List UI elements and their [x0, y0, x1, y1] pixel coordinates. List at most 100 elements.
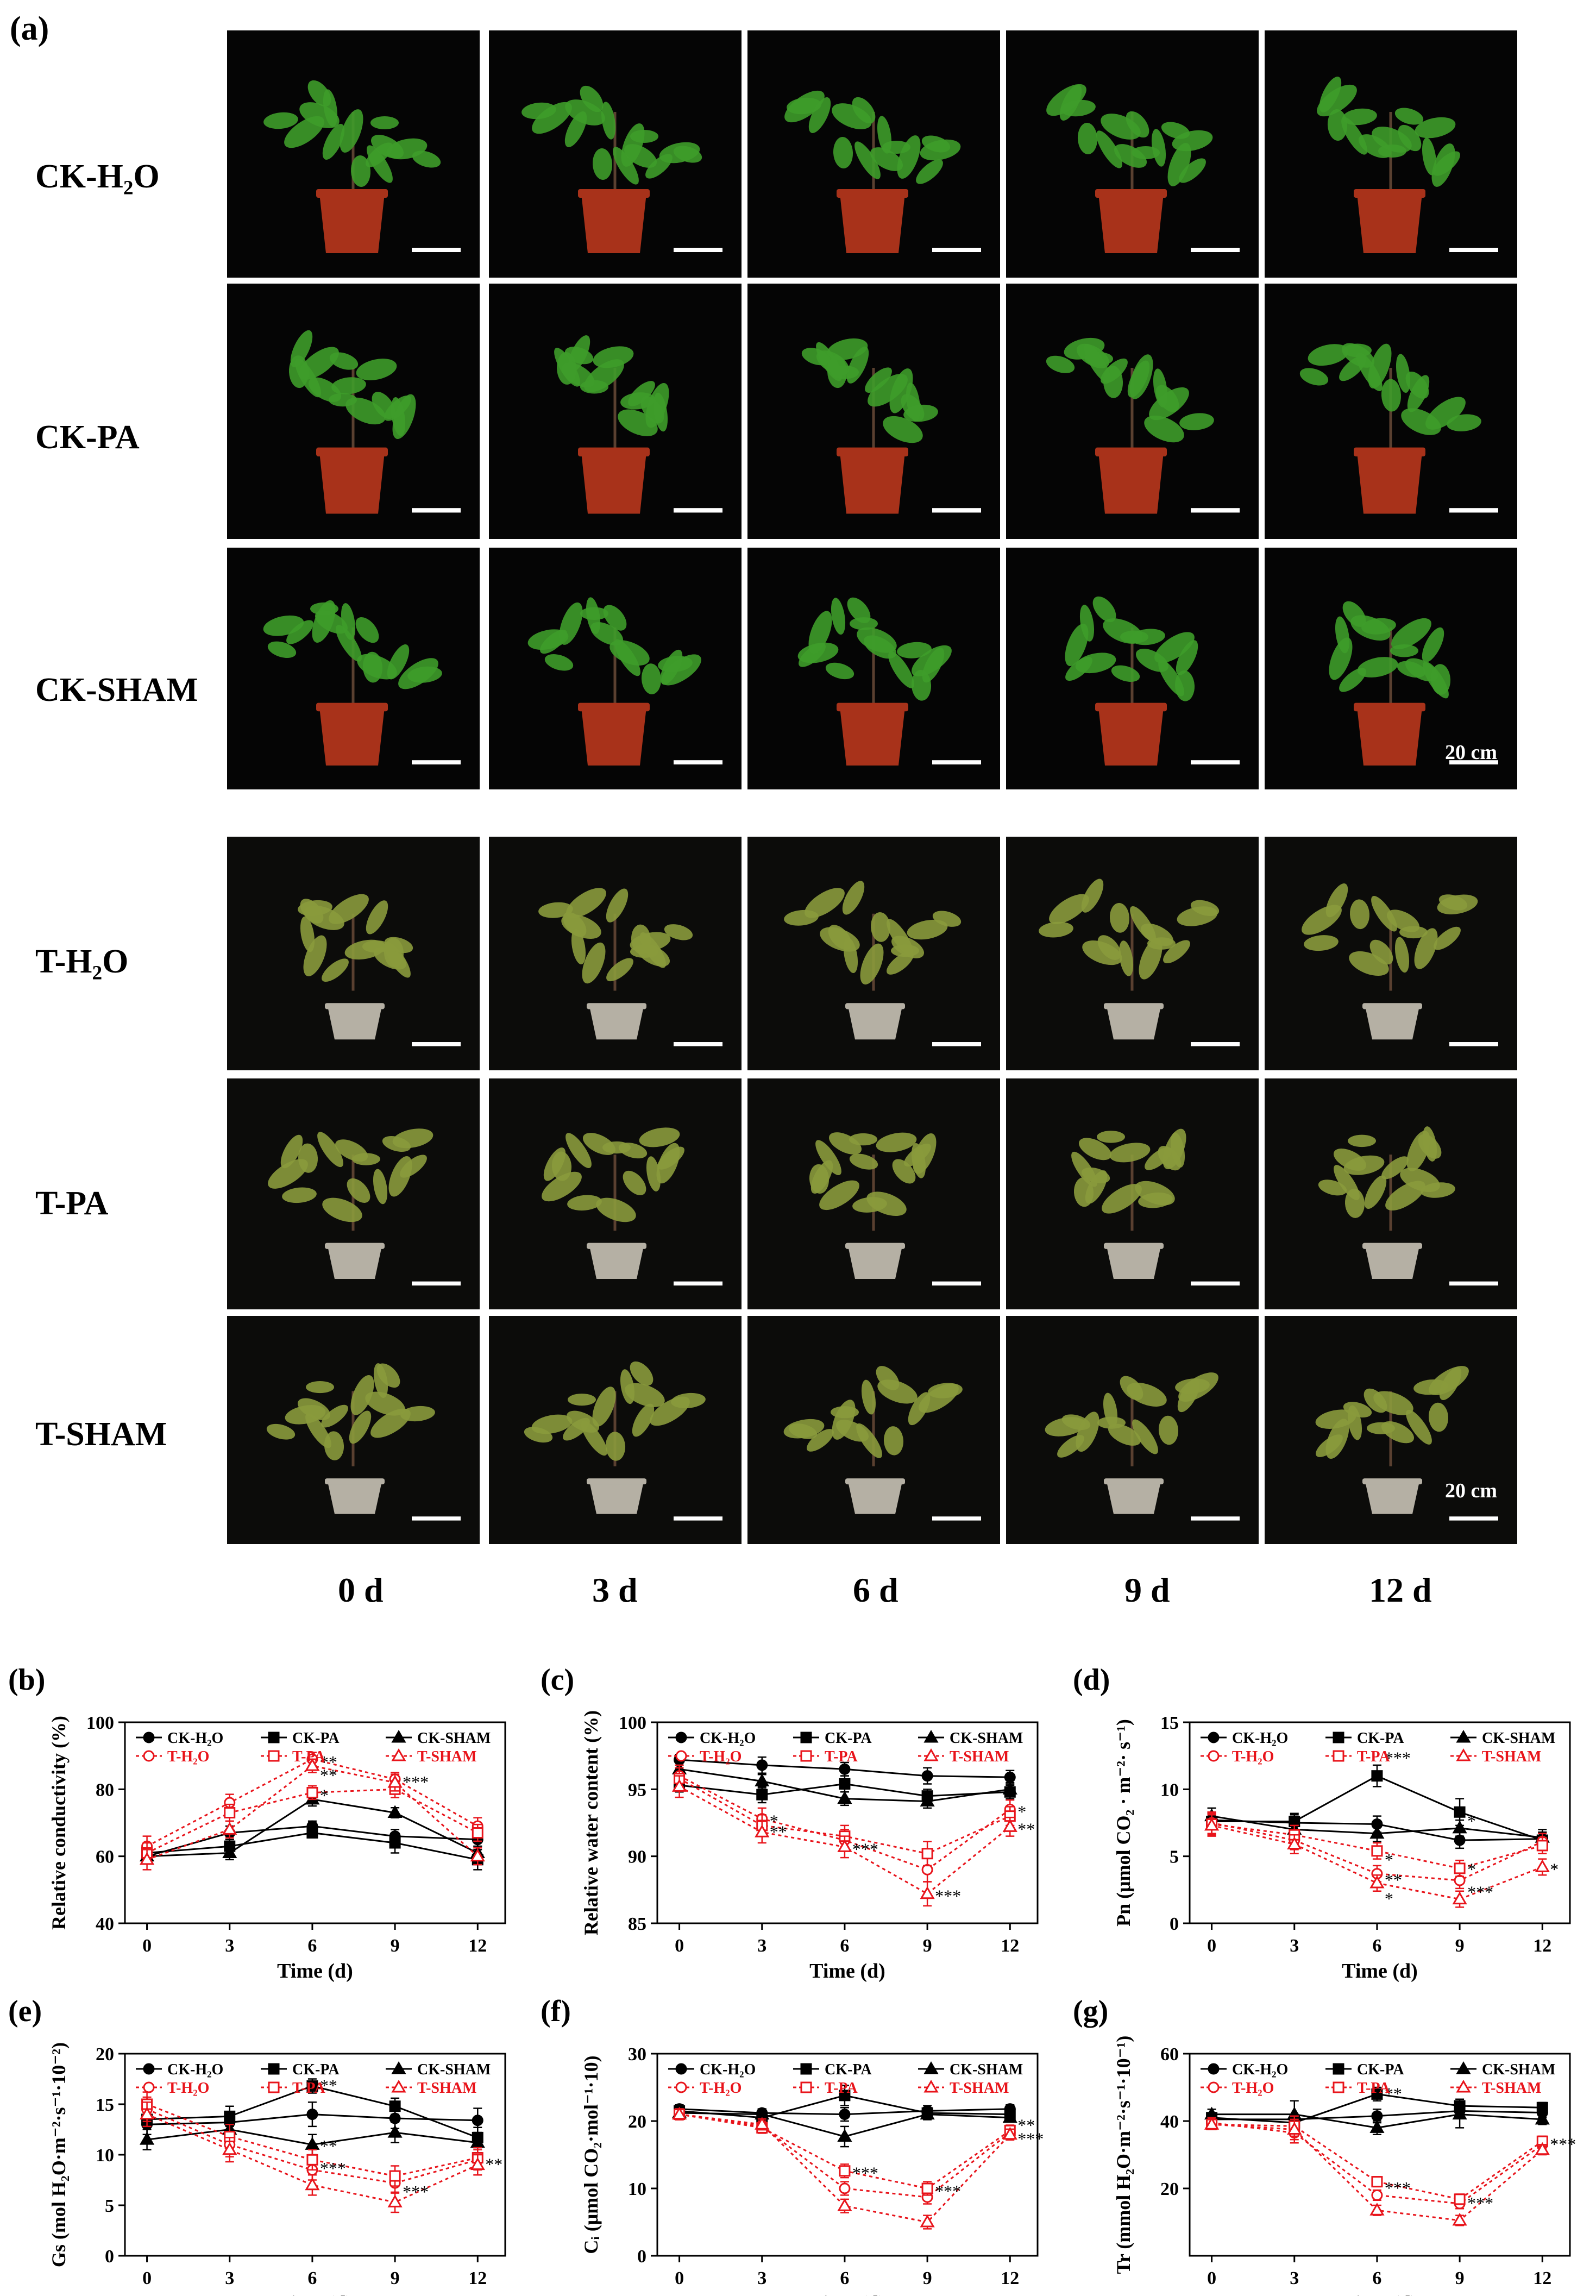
- legend-item: T-SHAM: [1450, 1748, 1541, 1765]
- significance-mark: *: [1385, 1850, 1393, 1870]
- legend-item: T-H₂O: [668, 1748, 742, 1765]
- chart-g: (g) 20 40 60 0 3 6 9 12 Time (d) Tr (mmol H₂O·m⁻²·…: [1073, 1994, 1576, 2296]
- panel-a-label: (a): [10, 10, 49, 47]
- data-point: [837, 2198, 852, 2211]
- plant-photo: [747, 1316, 1000, 1544]
- significance-mark: **: [320, 2136, 337, 2156]
- legend-marker: [800, 2063, 812, 2075]
- legend-marker: [1333, 2081, 1344, 2093]
- legend-marker: [143, 2063, 155, 2075]
- significance-mark: *: [1017, 1802, 1026, 1821]
- legend-marker: [268, 1732, 280, 1743]
- data-point: [1452, 1820, 1467, 1834]
- legend-label: T-PA: [1357, 1748, 1390, 1765]
- data-point: [1452, 2106, 1467, 2120]
- data-point: [1371, 2110, 1383, 2122]
- data-point: [1535, 2111, 1550, 2125]
- legend-marker: [268, 2081, 280, 2093]
- legend-item: CK-SHAM: [386, 1730, 491, 1747]
- legend-item: CK-SHAM: [1450, 2061, 1555, 2078]
- data-point: [1004, 1771, 1016, 1783]
- y-axis-label: Pn (μmol CO₂ · m⁻²· s⁻¹): [1113, 1719, 1134, 1927]
- series-T-SHAM: [1204, 1814, 1550, 1908]
- plant-photo: [489, 284, 742, 539]
- significance-mark: **: [320, 2076, 337, 2096]
- data-point: [1536, 2101, 1548, 2113]
- chart-b: (b) 40 60 80 100 0 3 6 9 12 Time (d) Relative condu…: [8, 1663, 506, 1983]
- series-line: [1211, 1823, 1543, 1870]
- data-point: [389, 2170, 401, 2182]
- x-tick-label: 3: [225, 2268, 234, 2288]
- scale-bar-label: 20 cm: [1445, 741, 1498, 764]
- data-point: [839, 2165, 851, 2177]
- significance-mark: **: [1385, 1870, 1402, 1890]
- y-tick-label: 10: [628, 2179, 646, 2199]
- x-axis-label: Time (d): [277, 1960, 353, 1983]
- legend-marker: [800, 2081, 812, 2093]
- legend-item: T-PA: [793, 1748, 858, 1765]
- legend-item: CK-PA: [1325, 2061, 1404, 2078]
- significance-mark: *: [320, 1786, 329, 1805]
- data-point: [306, 2080, 318, 2092]
- data-point: [305, 2137, 320, 2150]
- x-axis-label: Time (d): [1342, 2292, 1418, 2296]
- significance-mark: ***: [320, 2159, 346, 2178]
- data-point: [470, 1848, 485, 1862]
- x-tick-label: 0: [142, 1936, 152, 1956]
- legend-label: T-H₂O: [700, 2080, 742, 2097]
- significance-mark: *: [1467, 1859, 1476, 1879]
- significance-mark: *: [1467, 1811, 1476, 1831]
- data-point: [387, 2194, 403, 2207]
- legend-label: T-H₂O: [167, 1748, 209, 1765]
- x-axis-label: Time (d): [1342, 1960, 1418, 1983]
- legend-item: T-PA: [261, 2080, 325, 2097]
- plant-photo: [227, 1078, 480, 1309]
- significance-mark: *: [1385, 1889, 1393, 1909]
- panel-label: (c): [541, 1663, 574, 1697]
- data-point: [1002, 2110, 1017, 2123]
- plant-photo: [227, 1316, 480, 1544]
- plant-photo: [747, 548, 1000, 789]
- x-tick-label: 9: [923, 2268, 932, 2288]
- data-point: [306, 1787, 318, 1798]
- data-point: [755, 1824, 770, 1837]
- data-point: [1535, 2142, 1550, 2155]
- data-point: [756, 1789, 768, 1801]
- data-point: [839, 2182, 851, 2194]
- legend-label: CK-H₂O: [700, 1730, 756, 1747]
- x-tick-label: 6: [840, 2268, 849, 2288]
- legend-item: T-H₂O: [668, 2080, 742, 2097]
- y-tick-label: 60: [1160, 2044, 1179, 2065]
- data-point: [1369, 1875, 1385, 1889]
- data-point: [222, 2142, 237, 2155]
- plot-frame: [1189, 1721, 1571, 1924]
- x-tick-label: 3: [1290, 1936, 1299, 1956]
- plant-photo: [489, 30, 742, 278]
- legend-marker: [143, 1732, 155, 1743]
- x-tick-label: 0: [675, 1936, 684, 1956]
- significance-mark: **: [320, 1752, 337, 1772]
- significance-mark: ***: [852, 2163, 878, 2183]
- legend-marker: [1208, 2081, 1220, 2093]
- legend-marker: [923, 1730, 939, 1743]
- y-tick-label: 5: [105, 2196, 114, 2216]
- chart-f: (f) 0 10 20 30 0 3 6 9 12 Time (d) Cᵢ (μmol CO₂·mol…: [541, 1994, 1044, 2296]
- row-label: CK-PA: [35, 419, 140, 456]
- legend-item: CK-PA: [1325, 1730, 1404, 1747]
- data-point: [1371, 2088, 1383, 2100]
- data-point: [920, 2215, 935, 2228]
- plant-photo: [227, 837, 480, 1070]
- legend-label: CK-SHAM: [1482, 2061, 1555, 2078]
- legend-label: CK-H₂O: [167, 2061, 223, 2078]
- day-label: 6 d: [853, 1571, 898, 1609]
- significance-mark: **: [1017, 2116, 1035, 2135]
- data-point: [472, 2115, 483, 2126]
- legend-item: T-PA: [1325, 1748, 1390, 1765]
- chart-e: (e) 0 5 10 15 20 0 3 6 9 12 Time (d) Gs (mol H₂O·m⁻²…: [8, 1994, 506, 2296]
- data-point: [921, 1848, 933, 1860]
- data-point: [1452, 1891, 1467, 1905]
- data-point: [1371, 2176, 1383, 2188]
- data-point: [1536, 1840, 1548, 1852]
- panel-label: (d): [1073, 1663, 1110, 1697]
